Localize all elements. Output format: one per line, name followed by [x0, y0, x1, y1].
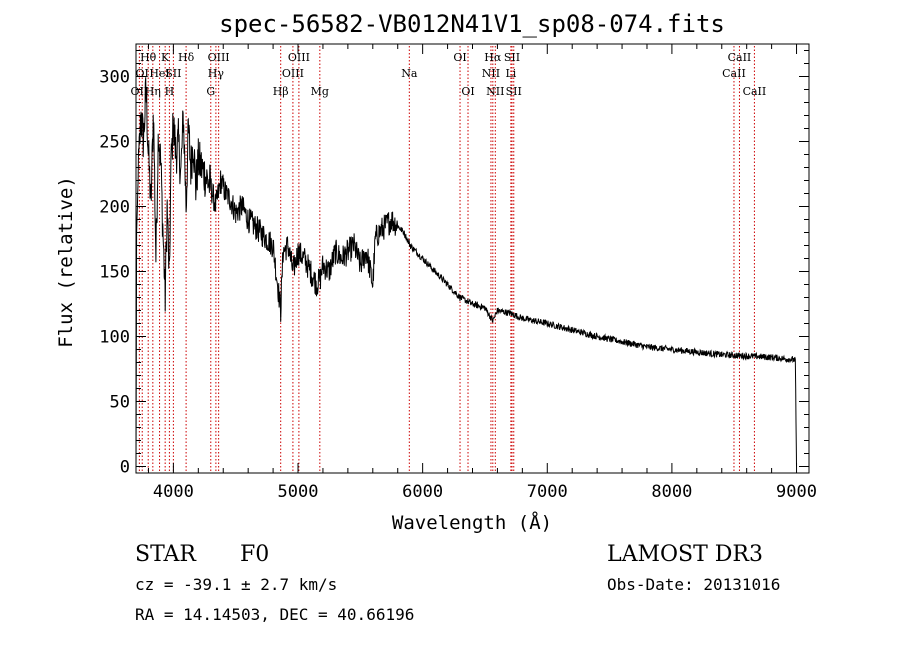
- y-tick-label: 150: [99, 263, 130, 283]
- y-tick-label: 100: [99, 328, 130, 348]
- spectral-line-label: CaII: [728, 51, 752, 64]
- spectral-line-label: OIII: [282, 67, 304, 80]
- redshift-velocity: cz = -39.1 ± 2.7 km/s: [135, 575, 337, 594]
- coordinates: RA = 14.14503, DEC = 40.66196: [135, 605, 414, 624]
- y-tick-label: 50: [110, 393, 130, 413]
- object-type: STAR: [135, 542, 197, 567]
- x-axis-label: Wavelength (Å): [392, 511, 552, 534]
- spectral-line-label: G: [206, 85, 215, 98]
- spectral-line-label: CaII: [743, 85, 767, 98]
- y-axis-ticks: 0 50 100 150 200 250 300: [99, 50, 809, 478]
- spectral-line-label: SII: [165, 67, 181, 80]
- spectral-line-label: NII: [486, 85, 504, 98]
- spectral-line-label: SII: [504, 51, 520, 64]
- x-tick-label: 7000: [527, 482, 568, 502]
- spectral-line-label: SII: [506, 85, 522, 98]
- spectral-line-label: Hδ: [178, 51, 195, 64]
- survey-name: LAMOST DR3: [607, 542, 763, 567]
- spectral-line-label: OI: [461, 85, 474, 98]
- spectral-line-label: NII: [482, 67, 500, 80]
- y-tick-label: 0: [120, 458, 130, 478]
- spectral-line-label: Li: [505, 67, 516, 80]
- x-tick-label: 4000: [153, 482, 194, 502]
- chart-title: spec-56582-VB012N41V1_sp08-074.fits: [219, 10, 725, 38]
- y-tick-label: 200: [99, 198, 130, 218]
- spectral-line-label: Hβ: [273, 85, 289, 98]
- y-axis-label: Flux (relative): [55, 176, 77, 348]
- spectral-line-label: K: [161, 51, 170, 64]
- spectral-line-label: Hθ: [140, 51, 157, 64]
- spectrum-series: [135, 77, 797, 467]
- spectral-lines-group: [138, 46, 755, 473]
- spectral-line-label: Hη: [145, 85, 161, 98]
- spectral-line-label: OI: [453, 51, 466, 64]
- spectral-line-label: Na: [401, 67, 418, 80]
- x-tick-label: 6000: [402, 482, 443, 502]
- x-axis-ticks: 4000 5000 6000 7000 8000 9000: [147, 44, 817, 502]
- spectral-line-label: H: [165, 85, 175, 98]
- spectral-line-label: CaII: [722, 67, 746, 80]
- spectral-line-label: Hγ: [208, 67, 225, 80]
- spectral-line-labels-group: OII OI Hθ Hη HeI K H SII Hδ G Hγ OIII Hβ OIII OIII Mg Na…: [131, 51, 767, 98]
- spectral-line-label: OIII: [208, 51, 230, 64]
- x-tick-label: 9000: [776, 482, 817, 502]
- y-tick-label: 300: [99, 68, 130, 88]
- spectral-line-label: OIII: [288, 51, 310, 64]
- spectral-line-label: HeI: [149, 67, 169, 80]
- spectral-line-label: OI: [136, 67, 149, 80]
- y-tick-label: 250: [99, 133, 130, 153]
- plot-frame: [135, 43, 810, 474]
- spectral-line-label: OII: [131, 85, 149, 98]
- x-tick-label: 8000: [651, 482, 692, 502]
- object-subclass: F0: [240, 542, 269, 567]
- spectral-line-label: Hα: [484, 51, 502, 64]
- observation-date: Obs-Date: 20131016: [607, 575, 780, 594]
- x-tick-label: 5000: [278, 482, 319, 502]
- spectral-line-label: Mg: [311, 85, 329, 98]
